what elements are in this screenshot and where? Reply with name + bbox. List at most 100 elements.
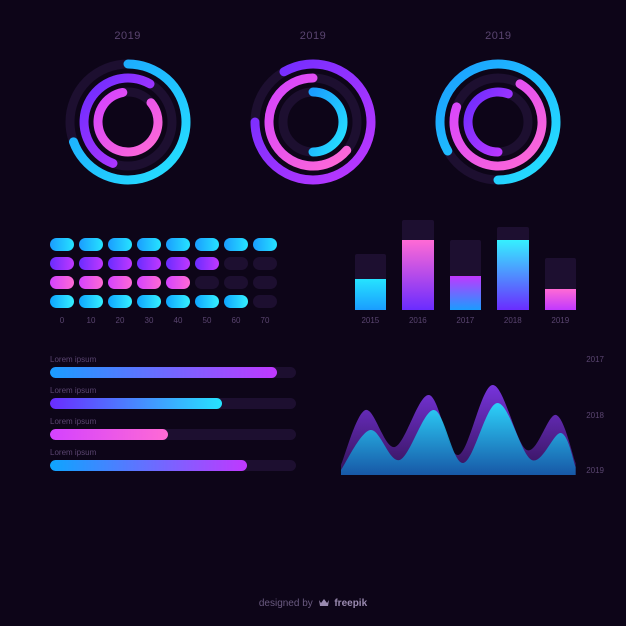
- bar-fill: [450, 276, 481, 310]
- lozenge-cell: [224, 257, 248, 270]
- bar-axis-label: 2018: [497, 316, 528, 325]
- lozenge-cell: [166, 276, 190, 289]
- radial-gauge-2-svg: [243, 52, 383, 192]
- lozenge-row: [50, 257, 305, 270]
- lozenge-cell: [79, 276, 103, 289]
- lozenge-chart: 0 10 20 30 40 50 60 70: [50, 238, 305, 325]
- bar-track: [402, 220, 433, 310]
- hbar-fill: [50, 367, 277, 378]
- bar-track: [497, 227, 528, 310]
- lozenge-cell: [195, 276, 219, 289]
- radial-gauge-2-label: 2019: [300, 30, 326, 42]
- radial-gauge-1-label: 2019: [114, 30, 140, 42]
- lozenge-cell: [79, 295, 103, 308]
- lozenge-cell: [224, 276, 248, 289]
- bar-fill: [497, 240, 528, 310]
- bar-axis-label: 2015: [355, 316, 386, 325]
- bar-axis-label: 2017: [450, 316, 481, 325]
- lozenge-cell: [108, 238, 132, 251]
- bar-fill: [355, 279, 386, 310]
- bar-column: [355, 220, 386, 310]
- bar-column: [497, 220, 528, 310]
- bar-chart: 2015 2016 2017 2018 2019: [355, 220, 576, 325]
- bar-column: [402, 220, 433, 310]
- lozenge-row: [50, 295, 305, 308]
- bottom-row: Lorem ipsum Lorem ipsum Lorem ipsum Lorem i…: [50, 355, 576, 475]
- radial-gauge-3: 2019: [421, 30, 576, 192]
- lozenge-cell: [108, 276, 132, 289]
- lozenge-row: [50, 276, 305, 289]
- lozenge-axis-label: 70: [253, 316, 277, 325]
- hbar-label: Lorem ipsum: [50, 417, 296, 426]
- lozenge-cell: [195, 238, 219, 251]
- footer-prefix: designed by: [259, 598, 316, 609]
- bar-axis-label: 2019: [545, 316, 576, 325]
- lozenge-cell: [108, 295, 132, 308]
- crown-icon: [318, 597, 330, 610]
- hbar-fill: [50, 398, 222, 409]
- lozenge-cell: [50, 295, 74, 308]
- radial-gauge-2: 2019: [235, 30, 390, 192]
- area-ylabel: 2018: [586, 411, 604, 420]
- bar-column: [545, 220, 576, 310]
- lozenge-cell: [166, 295, 190, 308]
- lozenge-cell: [50, 257, 74, 270]
- footer-credit: designed by freepik: [0, 597, 626, 610]
- lozenge-cell: [79, 238, 103, 251]
- lozenge-cell: [137, 238, 161, 251]
- bar-chart-bars: [355, 220, 576, 310]
- hbar-track: [50, 398, 296, 409]
- lozenge-axis-label: 30: [137, 316, 161, 325]
- bar-fill: [402, 240, 433, 310]
- lozenge-cell: [137, 257, 161, 270]
- lozenge-cell: [50, 238, 74, 251]
- lozenge-cell: [166, 238, 190, 251]
- bar-axis-label: 2016: [402, 316, 433, 325]
- radial-gauge-3-svg: [428, 52, 568, 192]
- lozenge-cell: [253, 238, 277, 251]
- lozenge-axis-label: 20: [108, 316, 132, 325]
- area-ylabel: 2019: [586, 466, 604, 475]
- bar-track: [450, 240, 481, 310]
- lozenge-axis: 0 10 20 30 40 50 60 70: [50, 316, 305, 325]
- hbar-label: Lorem ipsum: [50, 448, 296, 457]
- lozenge-cell: [253, 257, 277, 270]
- lozenge-row: [50, 238, 305, 251]
- hbar-fill: [50, 429, 168, 440]
- hbar-track: [50, 429, 296, 440]
- hbar-item: Lorem ipsum: [50, 355, 296, 378]
- lozenge-cell: [253, 276, 277, 289]
- lozenge-cell: [224, 295, 248, 308]
- hbar-item: Lorem ipsum: [50, 448, 296, 471]
- radial-gauge-3-label: 2019: [485, 30, 511, 42]
- area-chart: 201720182019: [341, 355, 576, 475]
- bar-track: [355, 254, 386, 310]
- bar-chart-axis: 2015 2016 2017 2018 2019: [355, 316, 576, 325]
- lozenge-axis-label: 0: [50, 316, 74, 325]
- lozenge-cell: [50, 276, 74, 289]
- hbar-track: [50, 460, 296, 471]
- lozenge-axis-label: 50: [195, 316, 219, 325]
- lozenge-grid: [50, 238, 305, 308]
- horizontal-bars: Lorem ipsum Lorem ipsum Lorem ipsum Lorem i…: [50, 355, 296, 471]
- bar-fill: [545, 289, 576, 310]
- lozenge-cell: [253, 295, 277, 308]
- lozenge-cell: [137, 276, 161, 289]
- radial-gauge-1-svg: [58, 52, 198, 192]
- hbar-track: [50, 367, 296, 378]
- radial-gauge-1: 2019: [50, 30, 205, 192]
- lozenge-cell: [195, 257, 219, 270]
- area-ylabel: 2017: [586, 355, 604, 364]
- lozenge-cell: [224, 238, 248, 251]
- area-chart-svg: [341, 355, 576, 475]
- hbar-fill: [50, 460, 247, 471]
- lozenge-axis-label: 40: [166, 316, 190, 325]
- hbar-label: Lorem ipsum: [50, 386, 296, 395]
- lozenge-axis-label: 10: [79, 316, 103, 325]
- infographic-page: 2019 2019 2019 010203040506070 201520162…: [0, 0, 626, 626]
- hbar-item: Lorem ipsum: [50, 417, 296, 440]
- footer-brand: freepik: [334, 598, 367, 609]
- lozenge-axis-label: 60: [224, 316, 248, 325]
- lozenge-cell: [137, 295, 161, 308]
- lozenge-cell: [79, 257, 103, 270]
